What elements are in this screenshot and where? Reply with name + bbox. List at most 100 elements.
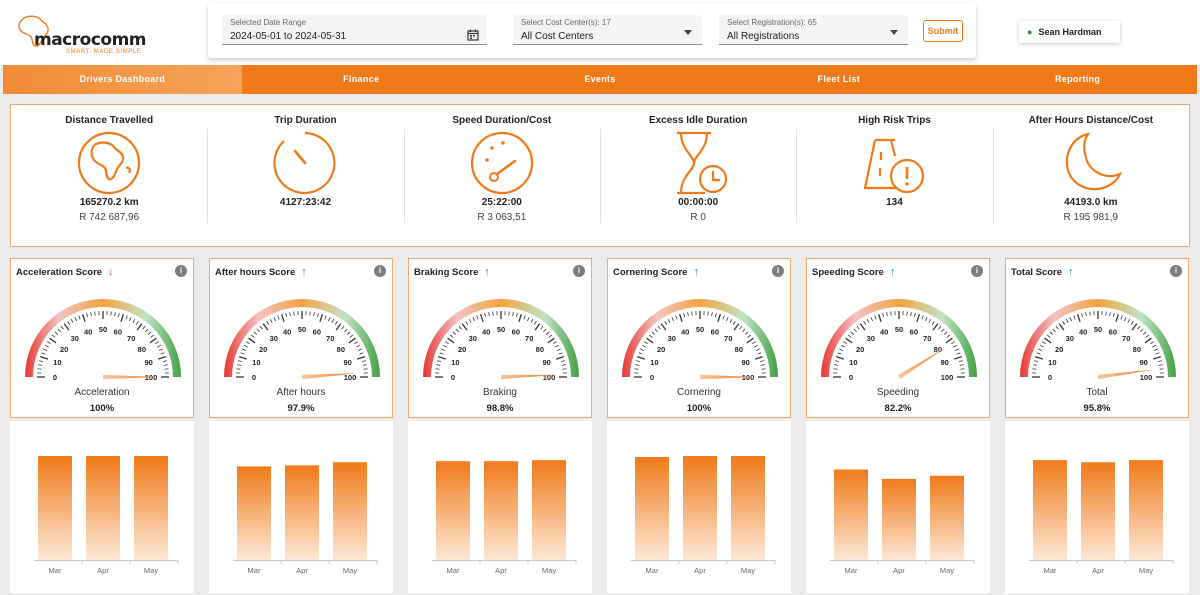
x-tick-label: May — [1139, 566, 1153, 575]
score-card-speeding: Speeding Score ↑ i 0 10 20 30 40 50 60 70 80 90 100… — [806, 258, 990, 418]
bar-may[interactable] — [333, 462, 367, 560]
gauge-arc — [25, 299, 181, 377]
gauge-tick — [1109, 312, 1111, 317]
gauge-tick — [118, 312, 120, 318]
trend-arrow-icon: ↑ — [693, 266, 699, 278]
kpi-distance-travelled: Distance Travelled 165270.2 km R 742 687… — [11, 105, 207, 246]
bar-apr[interactable] — [285, 465, 319, 560]
tab-reporting[interactable]: Reporting — [1054, 74, 1101, 84]
tab-drivers-dashboard[interactable]: Drivers Dashboard — [3, 65, 242, 94]
gauge-tick — [847, 334, 852, 338]
gauge-label: Total — [1086, 387, 1108, 398]
gauge-tick — [1044, 337, 1052, 344]
gauge-tick — [1085, 312, 1087, 317]
summary-panel: Distance Travelled 165270.2 km R 742 687… — [10, 104, 1190, 247]
gauge-tick — [1150, 341, 1154, 345]
gauge-tick — [839, 348, 844, 351]
bar-mar[interactable] — [1033, 460, 1067, 560]
gauge-tick — [488, 312, 490, 317]
info-icon[interactable]: i — [971, 265, 983, 277]
gauge-tick — [1065, 318, 1069, 323]
gauge-tick-label: 40 — [681, 327, 689, 336]
gauge-tick — [906, 311, 908, 316]
moon-icon — [1065, 132, 1123, 191]
info-icon[interactable]: i — [573, 265, 585, 277]
gauge-label: Braking — [483, 387, 517, 398]
gauge-arc — [423, 299, 579, 377]
bar-may[interactable] — [1129, 460, 1163, 560]
gauge-tick — [921, 315, 924, 320]
gauge-tick-label: 90 — [741, 358, 749, 367]
gauge-tick-label: 10 — [849, 358, 857, 367]
tab-fleet-list[interactable]: Fleet List — [817, 74, 861, 84]
bar-mar[interactable] — [237, 466, 271, 560]
monthly-chart-cornering: Mar Apr May — [607, 421, 791, 593]
gauge-tick — [534, 323, 541, 331]
calendar-icon[interactable] — [467, 29, 479, 41]
bar-apr[interactable] — [1081, 462, 1115, 560]
info-icon[interactable]: i — [175, 265, 187, 277]
gauge-tick — [445, 341, 449, 345]
gauge-tick — [638, 352, 643, 355]
bar-may[interactable] — [731, 456, 765, 560]
gauge-value: 95.8% — [1083, 403, 1111, 414]
logo-wordmark: macrocomm — [34, 30, 147, 50]
gauge-tick — [691, 311, 693, 316]
bar-mar[interactable] — [38, 456, 72, 560]
bar-mar[interactable] — [635, 457, 669, 560]
registration-select[interactable]: Select Registration(s): 65 All Registrat… — [719, 15, 908, 45]
gauge-tick — [54, 331, 59, 335]
bar-may[interactable] — [532, 460, 566, 560]
gauge-tick — [285, 312, 287, 318]
bar-may[interactable] — [134, 456, 168, 560]
macrocomm-logo[interactable]: macrocomm SMART. MADE SIMPLE — [14, 14, 147, 55]
gauge-tick — [436, 364, 441, 366]
gauge-tick-label: 50 — [298, 325, 306, 334]
bar-apr[interactable] — [86, 456, 120, 560]
bar-apr[interactable] — [484, 461, 518, 560]
info-icon[interactable]: i — [772, 265, 784, 277]
date-range-field[interactable]: Selected Date Range 2024-05-01 to 2024-0… — [222, 15, 487, 45]
score-title: Acceleration Score ↓ — [16, 266, 114, 278]
gauge-tick — [250, 334, 255, 338]
submit-button[interactable]: Submit — [923, 20, 963, 42]
bar-mar[interactable] — [834, 469, 868, 560]
bar-may[interactable] — [930, 475, 964, 560]
gauge-tick — [760, 364, 765, 366]
gauge-tick — [640, 348, 645, 351]
gauge-tick — [561, 364, 566, 366]
gauge-tick — [442, 344, 447, 348]
gauge-tick — [925, 317, 928, 322]
gauge-tick — [1120, 315, 1123, 320]
gauge-tick — [1039, 344, 1044, 348]
cost-center-select[interactable]: Select Cost Center(s): 17 All Cost Cente… — [513, 15, 702, 45]
gauge-tick — [149, 337, 157, 344]
filter-panel: Selected Date Range 2024-05-01 to 2024-0… — [208, 3, 976, 58]
gauge-tick — [449, 334, 454, 338]
gauge-tick — [553, 341, 557, 345]
tab-finance[interactable]: Finance — [343, 74, 380, 84]
gauge-tick — [512, 312, 514, 317]
info-icon[interactable]: i — [374, 265, 386, 277]
gauge-tick — [248, 337, 256, 344]
gauge-tick-label: 0 — [849, 373, 853, 382]
gauge-tick — [729, 318, 733, 323]
gauge-tick — [752, 341, 756, 345]
bar-apr[interactable] — [882, 478, 916, 560]
info-icon[interactable]: i — [1170, 265, 1182, 277]
logo-tagline: SMART. MADE SIMPLE — [66, 49, 142, 55]
gauge-tick-label: 60 — [910, 327, 918, 336]
gauge-tick — [1142, 331, 1147, 335]
x-tick-label: Mar — [447, 566, 460, 575]
bar-mar[interactable] — [436, 461, 470, 560]
gauge-tick — [759, 360, 765, 362]
gauge-tick — [237, 364, 242, 366]
gauge-tick — [363, 368, 368, 370]
bar-apr[interactable] — [683, 456, 717, 560]
gauge-tick — [726, 317, 729, 322]
gauge-needle — [1097, 369, 1154, 380]
user-menu-button[interactable]: ● Sean Hardman — [1019, 21, 1120, 43]
tab-events[interactable]: Events — [584, 74, 616, 84]
gauge-tick — [468, 318, 472, 323]
gauge-tick-label: 100 — [145, 373, 158, 382]
